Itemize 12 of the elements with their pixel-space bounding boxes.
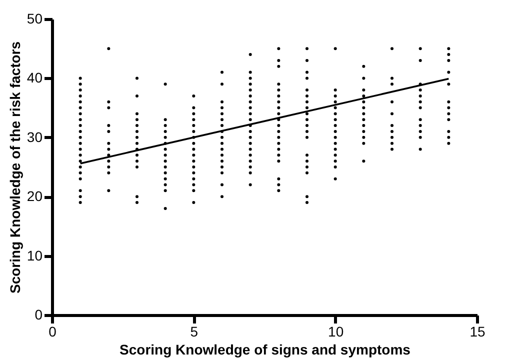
y-tick-label: 10 xyxy=(26,247,43,264)
x-tick-label: 0 xyxy=(48,324,57,340)
x-tick-label: 10 xyxy=(328,324,344,340)
y-tick-label: 40 xyxy=(26,70,43,86)
y-axis-title: Scoring Knowledge of the risk factors xyxy=(6,41,23,294)
y-tick-label: 30 xyxy=(26,128,43,145)
x-tick-label: 15 xyxy=(470,324,486,340)
y-tick-label: 50 xyxy=(26,10,43,26)
y-tick-label: 20 xyxy=(26,188,43,204)
y-tick-label: 0 xyxy=(34,306,43,322)
x-axis-title: Scoring Knowledge of signs and symptoms xyxy=(120,342,411,358)
x-tick-label: 5 xyxy=(190,324,198,340)
